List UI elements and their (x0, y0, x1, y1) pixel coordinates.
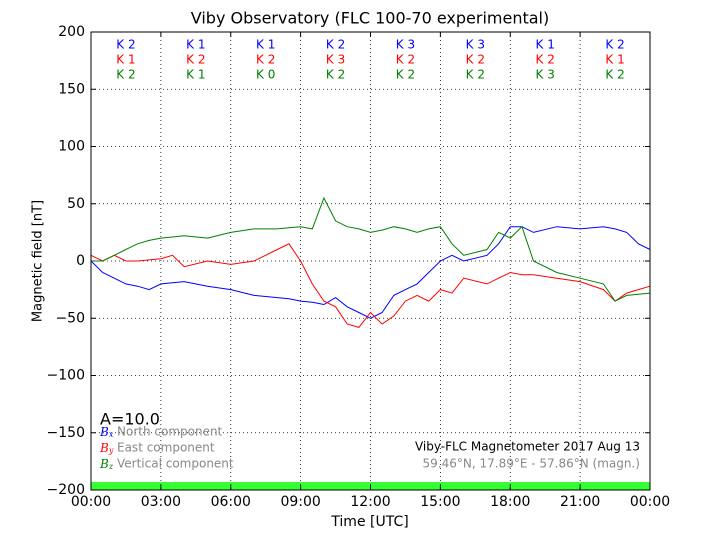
k-index-label: K 1 (536, 38, 555, 52)
k-index-label: K 2 (605, 38, 624, 52)
y-tick-label: 50 (67, 196, 85, 212)
k-index-label: K 0 (256, 68, 275, 82)
legend-symbol: Bx (99, 425, 114, 440)
y-tick-label: 0 (76, 253, 85, 269)
k-index-label: K 2 (466, 68, 485, 82)
k-index-label: K 2 (466, 53, 485, 67)
k-index-label: K 1 (256, 38, 275, 52)
station-label: Viby-FLC Magnetometer 2017 Aug 13 (415, 440, 640, 454)
x-tick-label: 21:00 (560, 494, 600, 510)
x-tick-label: 03:00 (141, 494, 181, 510)
legend-label: Vertical component (117, 457, 234, 471)
k-index-label: K 3 (326, 53, 345, 67)
y-tick-label: −150 (47, 425, 85, 441)
x-tick-label: 12:00 (350, 494, 390, 510)
series-line (91, 196, 651, 302)
k-index-label: K 3 (536, 68, 555, 82)
series-line (90, 243, 651, 328)
x-tick-label: 00:00 (71, 494, 111, 510)
legend-symbol: By (99, 441, 114, 456)
amplitude-label: A=10.0 (100, 410, 160, 429)
k-index-label: K 1 (186, 68, 205, 82)
k-index-label: K 2 (536, 53, 555, 67)
y-tick-label: −100 (47, 368, 85, 384)
k-index-label: K 2 (396, 53, 415, 67)
k-index-label: K 2 (116, 38, 135, 52)
k-index-label: K 1 (186, 38, 205, 52)
x-tick-label: 06:00 (211, 494, 251, 510)
k-index-label: K 2 (326, 38, 345, 52)
k-index-label: K 3 (466, 38, 485, 52)
y-axis-label: Magnetic field [nT] (31, 200, 46, 322)
x-tick-label: 00:00 (630, 494, 670, 510)
legend-symbol-letter: B (99, 457, 109, 471)
k-index-label: K 3 (396, 38, 415, 52)
x-tick-label: 09:00 (280, 494, 320, 510)
k-index-label: K 2 (605, 68, 624, 82)
legend-symbol: Bz (99, 457, 114, 472)
legend-label: East component (117, 441, 215, 455)
y-tick-label: 100 (58, 139, 85, 155)
location-label: 59.46°N, 17.89°E - 57.86°N (magn.) (423, 457, 640, 471)
plot-frame (90, 31, 651, 491)
legend-symbol-letter: B (99, 425, 109, 439)
chart-title: Viby Observatory (FLC 100-70 experimenta… (191, 9, 550, 28)
k-index-label: K 2 (326, 68, 345, 82)
y-tick-label: −50 (55, 310, 85, 326)
legend-subscript: x (109, 430, 114, 439)
legend-subscript: z (108, 462, 114, 471)
y-tick-label: −200 (47, 482, 85, 498)
k-index-label: K 2 (256, 53, 275, 67)
legend-symbol-letter: B (99, 441, 109, 455)
y-tick-label: 150 (58, 81, 85, 97)
k-index-label: K 1 (116, 53, 135, 67)
legend-label: North component (117, 425, 223, 439)
k-index-label: K 1 (605, 53, 624, 67)
k-index-label: K 2 (116, 68, 135, 82)
y-tick-label: 200 (58, 24, 85, 40)
k-index-label: K 2 (396, 68, 415, 82)
x-tick-label: 18:00 (490, 494, 530, 510)
x-axis-label: Time [UTC] (330, 514, 408, 530)
k-index-label: K 2 (186, 53, 205, 67)
legend-subscript: y (108, 446, 114, 455)
x-tick-label: 15:00 (420, 494, 460, 510)
series-line (90, 226, 651, 319)
